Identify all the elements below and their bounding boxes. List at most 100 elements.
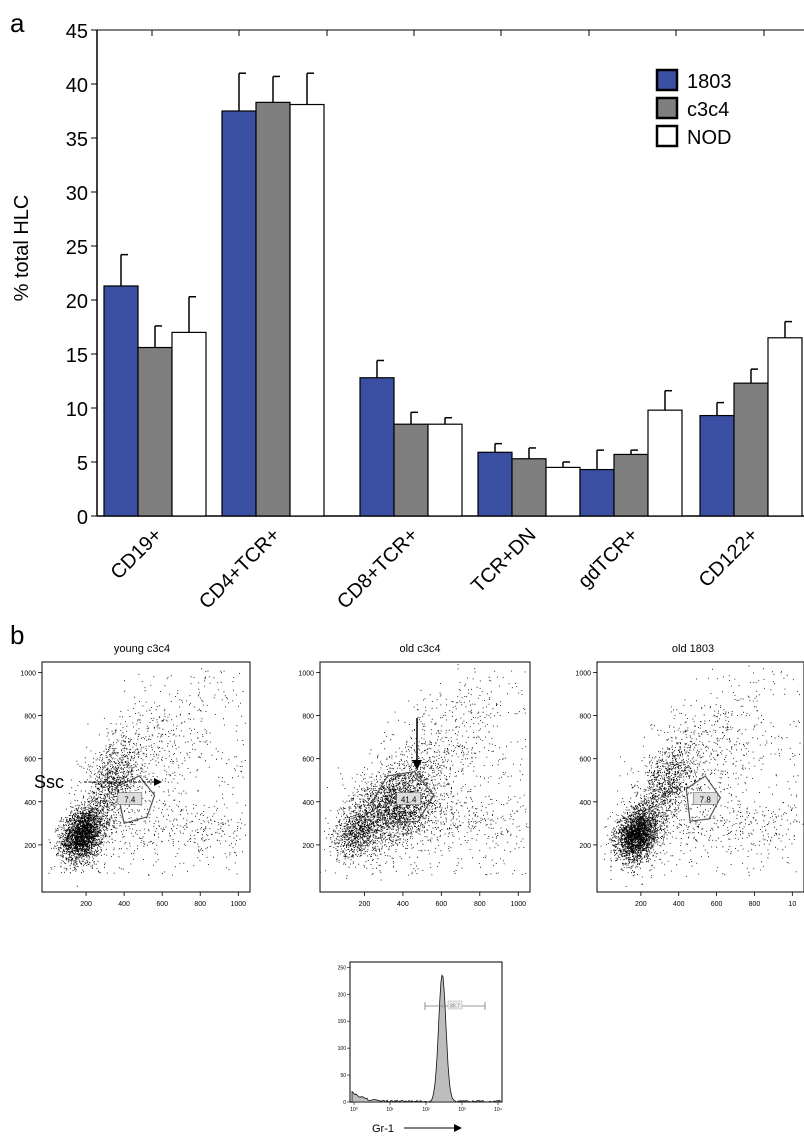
legend: 1803 c3c4 NOD xyxy=(655,68,732,149)
gr1-axis-label: Gr-1 xyxy=(372,1123,394,1135)
x-tick-label: 1000 xyxy=(510,901,526,908)
gate-label: 41.4 xyxy=(401,796,417,805)
x-tick-label: CD4+TCR+ xyxy=(195,524,284,613)
x-tick-label: TCR+DN xyxy=(467,524,540,597)
legend-label: c3c4 xyxy=(687,99,729,121)
x-tick-label: 400 xyxy=(673,901,685,908)
bars xyxy=(103,72,803,517)
y-tick-label: 25 xyxy=(66,237,88,259)
legend-swatch-1803 xyxy=(655,68,679,92)
x-tick-label: 600 xyxy=(435,901,447,908)
plot-frame xyxy=(596,661,804,893)
y-tick-label: 800 xyxy=(302,714,314,721)
y-axis-label: % total HLC xyxy=(11,195,33,302)
y-tick-label: 600 xyxy=(579,757,591,764)
scatter-plot-young-c3c4: 200 400 600 800 1000 200 400 600 800 1000 7.4 xyxy=(20,661,251,908)
gate-label-box xyxy=(692,792,718,805)
legend-label: 1803 xyxy=(687,71,732,93)
bar-chart: % total HLC 0 5 10 15 20 25 30 35 40 45 CD19+ CD4+… xyxy=(11,21,804,613)
bar-NOD-gdTCR+ xyxy=(647,409,683,517)
x-tick-label: CD122+ xyxy=(695,524,763,592)
y-tick-label: 1000 xyxy=(20,670,36,677)
bar-c3c4-CD122+ xyxy=(733,382,769,517)
bar-NOD-CD19+ xyxy=(171,331,207,517)
bar-1803-CD4+TCR+ xyxy=(221,110,257,517)
bar-NOD-TCR+DN xyxy=(545,466,581,517)
bar-NOD-CD122+ xyxy=(767,337,803,517)
event-dots xyxy=(320,664,530,881)
y-tick-label: 400 xyxy=(302,800,314,807)
gate-label-box xyxy=(396,792,421,805)
bar-1803-TCR+DN xyxy=(477,451,513,517)
panel-label-b: b xyxy=(10,620,24,650)
y-tick-label: 10 xyxy=(66,399,88,421)
y-tick-label: 600 xyxy=(24,757,36,764)
y-tick-label: 1000 xyxy=(575,670,591,677)
gate-label-box xyxy=(117,792,143,805)
bar-c3c4-gdTCR+ xyxy=(613,453,649,517)
bar-1803-CD122+ xyxy=(699,414,735,517)
y-tick-label: 0 xyxy=(343,1100,346,1106)
y-tick-label: 200 xyxy=(338,992,347,998)
bar-NOD-CD8+TCR+ xyxy=(427,423,463,517)
x-tick-label: 200 xyxy=(359,901,371,908)
x-tick-label: 800 xyxy=(474,901,486,908)
y-tick-label: 200 xyxy=(24,843,36,850)
y-tick-label: 30 xyxy=(66,183,88,205)
y-tick-label: 0 xyxy=(77,507,88,529)
x-tick-label: 10² xyxy=(422,1107,430,1113)
x-tick-label: 600 xyxy=(156,901,168,908)
y-tick-label: 200 xyxy=(302,843,314,850)
bar-1803-CD8+TCR+ xyxy=(359,377,395,517)
x-tick-label: 1000 xyxy=(231,901,247,908)
gate-polygon xyxy=(685,775,722,822)
ssc-axis-label: Ssc xyxy=(34,772,64,792)
y-tick-label: 50 xyxy=(340,1073,346,1079)
plot-frame xyxy=(41,661,251,893)
x-tick-labels: CD19+ CD4+TCR+ CD8+TCR+ TCR+DN gdTCR+ CD122+ xyxy=(107,524,763,613)
histogram-area xyxy=(351,974,501,1103)
y-tick-label: 5 xyxy=(77,453,88,475)
bar-c3c4-CD8+TCR+ xyxy=(393,423,429,517)
legend-label: NOD xyxy=(687,127,731,149)
y-ticks: 0 5 10 15 20 25 30 35 40 45 xyxy=(66,21,765,529)
plot-frame xyxy=(319,661,531,893)
panel-title-old-c3c4: old c3c4 xyxy=(400,643,441,655)
y-tick-label: 35 xyxy=(66,129,88,151)
y-tick-label: 800 xyxy=(24,714,36,721)
events xyxy=(320,664,530,881)
ssc-arrow-head xyxy=(154,778,162,786)
x-tick-label: 200 xyxy=(80,901,92,908)
scatter-plot-old-1803: 200 400 600 800 1000 200 400 600 800 10 7.8 xyxy=(575,661,804,908)
bar-NOD-CD4+TCR+ xyxy=(289,103,325,517)
event-dots xyxy=(600,665,804,887)
y-tick-label: 150 xyxy=(338,1019,347,1025)
x-tick-label: 200 xyxy=(635,901,647,908)
scatter-panels: young c3c4 old c3c4 old 1803 200 400 600 80… xyxy=(20,643,804,908)
events xyxy=(600,665,804,887)
histogram-gate-label: 86.7 xyxy=(450,1004,460,1010)
bar-1803-gdTCR+ xyxy=(579,468,615,517)
y-tick-label: 200 xyxy=(579,843,591,850)
y-tick-label: 400 xyxy=(579,800,591,807)
x-tick-label: 10¹ xyxy=(386,1107,394,1113)
bar-c3c4-CD4+TCR+ xyxy=(255,101,291,517)
x-tick-label: 10⁰ xyxy=(350,1107,358,1113)
gate-polygon xyxy=(115,775,156,825)
gr1-histogram: 0 50 100 150 200 250 10⁰ 10¹ 10² 10³ 10⁴ 86.7 xyxy=(338,961,503,1113)
y-tick-label: 15 xyxy=(66,345,88,367)
y-tick-label: 250 xyxy=(338,965,347,971)
y-tick-label: 45 xyxy=(66,21,88,43)
events xyxy=(48,668,250,887)
x-tick-label: CD8+TCR+ xyxy=(333,524,422,613)
panel-title-old-1803: old 1803 xyxy=(672,643,714,655)
x-tick-label: 400 xyxy=(118,901,130,908)
y-tick-label: 40 xyxy=(66,75,88,97)
y-tick-label: 800 xyxy=(579,714,591,721)
legend-swatch-c3c4 xyxy=(655,96,679,120)
x-tick-label: 400 xyxy=(397,901,409,908)
x-tick-label: 10 xyxy=(788,901,796,908)
bar-c3c4-CD19+ xyxy=(137,346,173,517)
scatter-plot-old-c3c4: 200 400 600 800 1000 200 400 600 800 1000 41.4 xyxy=(298,661,531,908)
